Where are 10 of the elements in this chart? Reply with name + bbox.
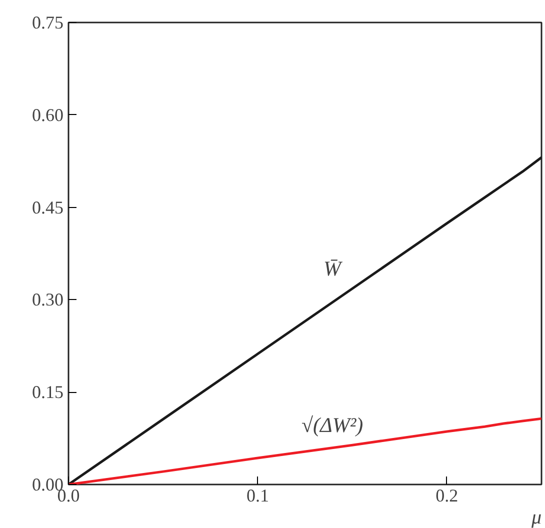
y-tick-label: 0.60 <box>32 104 64 125</box>
y-tick-label: 0.75 <box>32 12 64 32</box>
y-tick-label: 0.45 <box>32 197 64 218</box>
series-label: √(ΔW²) <box>301 413 364 438</box>
series-label: W̄ <box>324 256 344 281</box>
x-tick-label: 0.2 <box>436 486 458 506</box>
x-tick-label: 0.1 <box>246 486 269 506</box>
x-axis-title: μ <box>530 506 542 528</box>
y-tick-label: 0.15 <box>32 382 64 402</box>
y-tick-label: 0.30 <box>32 290 64 310</box>
